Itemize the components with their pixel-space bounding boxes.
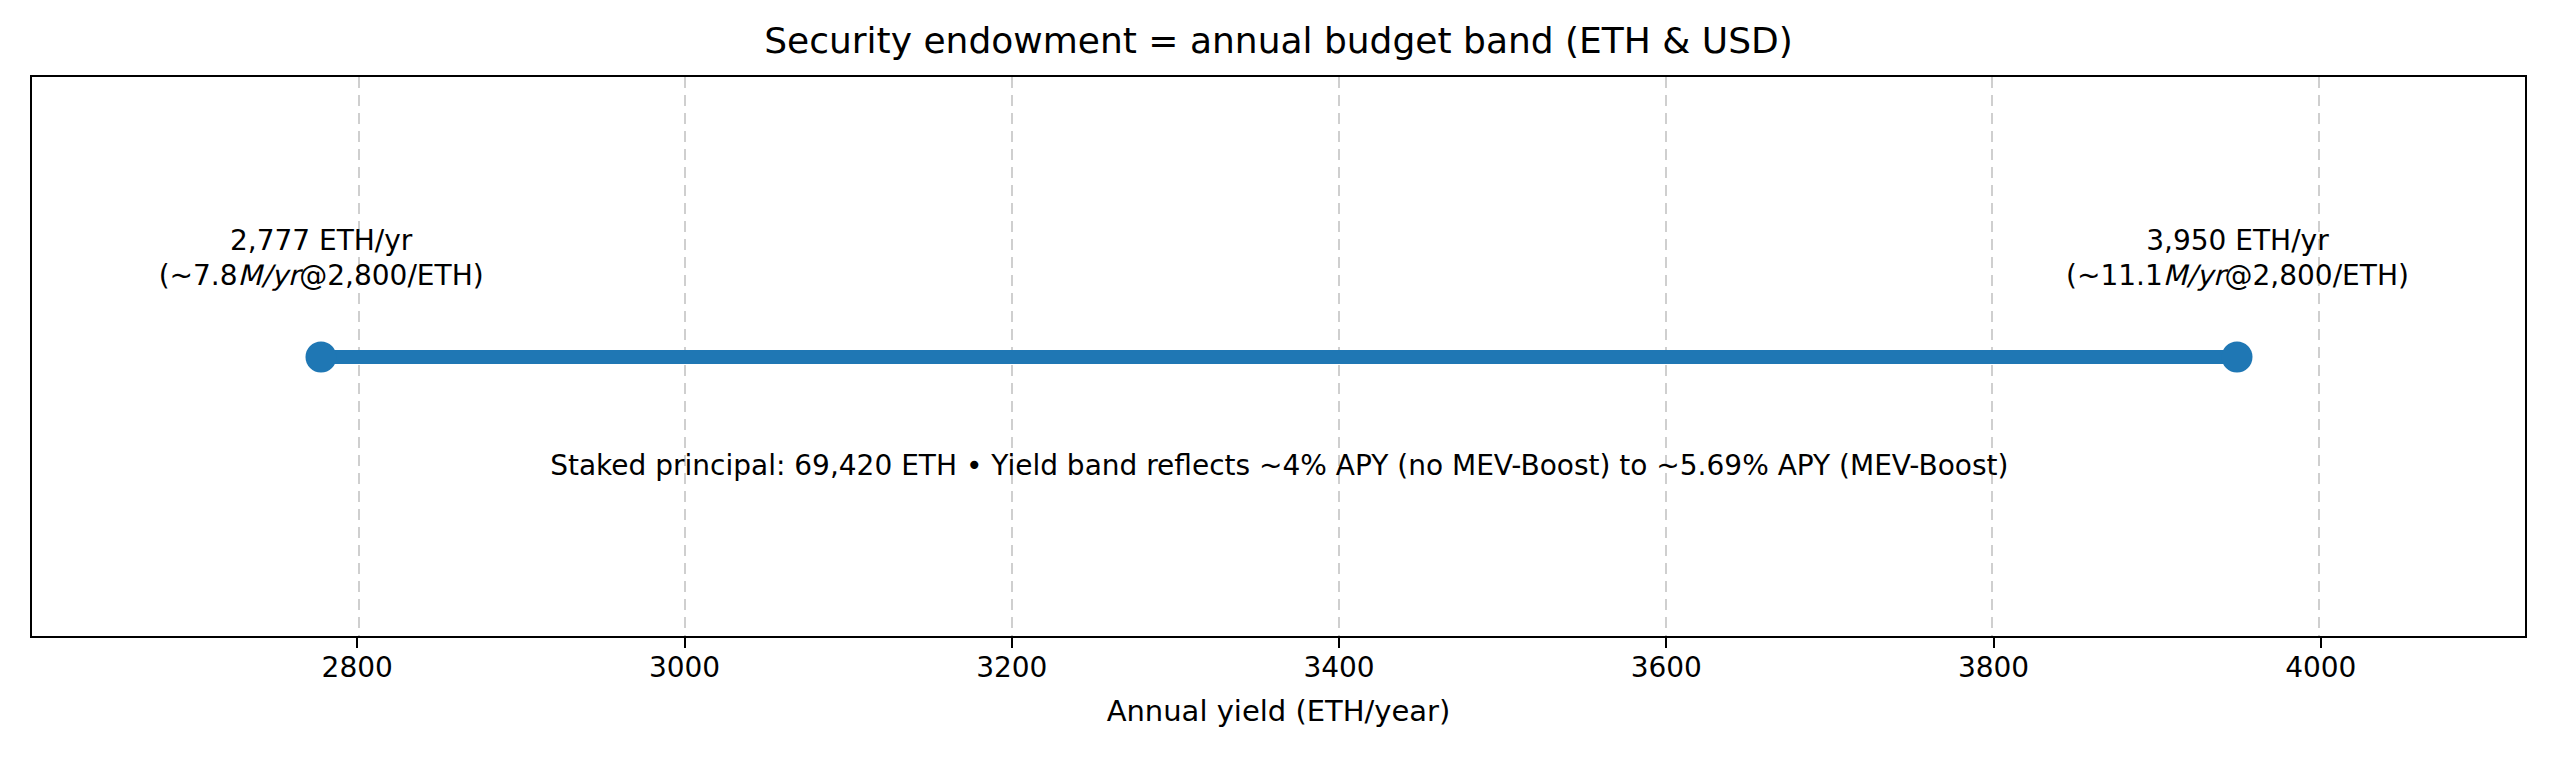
x-tick-label-3800: 3800 <box>1958 651 2029 685</box>
x-tick-mark-3200 <box>1011 637 1013 648</box>
gridline-4000 <box>2318 77 2320 636</box>
x-tick-label-3400: 3400 <box>1303 651 1374 685</box>
math-italic-segment: M/yr <box>238 259 300 292</box>
chart-title: Security endowment = annual budget band … <box>30 18 2527 64</box>
x-tick-label-3000: 3000 <box>649 651 720 685</box>
right-endpoint-annotation-line2: (~11.1M/yr@2,800/ETH) <box>2066 258 2409 293</box>
left-endpoint-marker <box>306 341 337 372</box>
x-tick-mark-4000 <box>2320 637 2322 648</box>
x-tick-label-2800: 2800 <box>322 651 393 685</box>
left-endpoint-annotation-line2: (~7.8M/yr@2,800/ETH) <box>159 258 484 293</box>
right-endpoint-marker <box>2222 341 2253 372</box>
math-italic-segment: M/yr <box>2163 259 2225 292</box>
range-line <box>321 350 2237 364</box>
x-tick-label-3200: 3200 <box>976 651 1047 685</box>
x-tick-mark-3600 <box>1665 637 1667 648</box>
staked-principal-annotation: Staked principal: 69,420 ETH • Yield ban… <box>550 448 2008 483</box>
plot-area: 2,777 ETH/yr (~7.8M/yr@2,800/ETH) 3,950 … <box>30 75 2527 638</box>
left-endpoint-annotation: 2,777 ETH/yr (~7.8M/yr@2,800/ETH) <box>159 223 484 293</box>
right-endpoint-annotation: 3,950 ETH/yr (~11.1M/yr@2,800/ETH) <box>2066 223 2409 293</box>
right-endpoint-annotation-line1: 3,950 ETH/yr <box>2066 223 2409 258</box>
x-tick-mark-3800 <box>1993 637 1995 648</box>
x-tick-mark-2800 <box>356 637 358 648</box>
x-tick-label-3600: 3600 <box>1631 651 1702 685</box>
x-tick-mark-3000 <box>684 637 686 648</box>
x-axis-label: Annual yield (ETH/year) <box>30 693 2527 729</box>
left-endpoint-annotation-line1: 2,777 ETH/yr <box>159 223 484 258</box>
x-tick-label-4000: 4000 <box>2285 651 2356 685</box>
figure: Security endowment = annual budget band … <box>0 0 2550 759</box>
x-tick-mark-3400 <box>1338 637 1340 648</box>
